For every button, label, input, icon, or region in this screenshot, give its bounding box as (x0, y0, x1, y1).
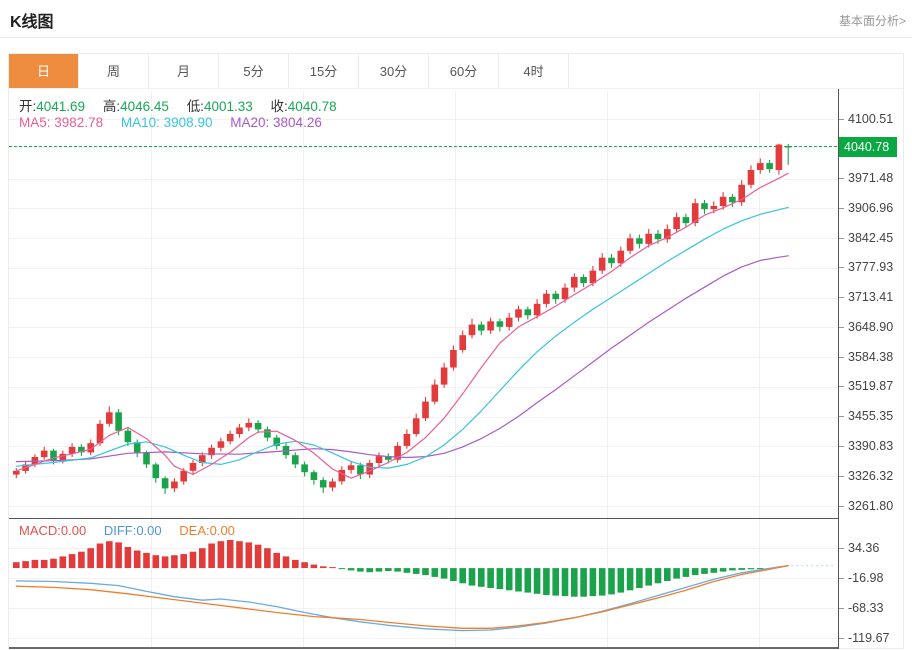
ohlc-high-value: 4046.45 (120, 99, 169, 114)
candles-layer (13, 143, 792, 494)
price-axis-label: 3971.48 (839, 170, 893, 187)
tab-week[interactable]: 周 (79, 54, 149, 88)
price-axis-label: 3584.38 (839, 349, 893, 366)
tab-5min[interactable]: 5分 (219, 54, 289, 88)
ma5-value: 3982.78 (54, 115, 104, 130)
grid-layer (9, 91, 839, 647)
macd-axis-label: -16.98 (839, 570, 883, 587)
title-divider (0, 37, 912, 38)
tab-30min[interactable]: 30分 (359, 54, 429, 88)
ohlc-high-label: 高: (102, 99, 121, 114)
macd-readout: MACD:0.00 DIFF:0.00 DEA:0.00 (19, 523, 249, 538)
price-axis-label: 3648.90 (839, 319, 893, 336)
ohlc-low-value: 4001.33 (203, 99, 253, 114)
period-tabbar: 日 周 月 5分 15分 30分 60分 4时 (9, 54, 903, 89)
macd-histogram-layer (13, 540, 773, 597)
ma10-value: 3908.90 (163, 115, 213, 130)
ma-readout: MA5: 3982.78 MA10: 3908.90 MA20: 3804.26 (19, 115, 336, 130)
price-axis-label: 3261.80 (839, 498, 893, 515)
price-axis-label: 3455.35 (839, 408, 893, 425)
macd-axis-label: -68.33 (839, 600, 883, 617)
chart-panel: 日 周 月 5分 15分 30分 60分 4时 4100.51 4040.78 39… (8, 53, 904, 649)
ma20-value: 3804.26 (273, 115, 322, 130)
price-axis-label: 3390.83 (839, 438, 893, 455)
ohlc-open-label: 开: (19, 99, 37, 114)
ma5-label: MA5: (19, 115, 51, 130)
fundamental-analysis-link[interactable]: 基本面分析> (838, 14, 906, 28)
ma10-label: MA10: (120, 115, 160, 130)
tab-4hour[interactable]: 4时 (499, 54, 569, 88)
ohlc-readout: 开:4041.69 高:4046.45 低:4001.33 收:4040.78 (19, 95, 351, 115)
price-axis: 4100.51 4040.78 3971.48 3906.96 3842.45 3777.… (839, 89, 903, 649)
macd-lines-layer (15, 565, 833, 632)
price-axis-label: 4100.51 (839, 111, 893, 128)
diff-value: 0.00 (136, 523, 162, 538)
price-axis-label: 3713.41 (839, 289, 893, 306)
dea-label: DEA: (179, 523, 210, 538)
macd-axis-label: -119.67 (839, 630, 889, 647)
price-axis-label: 3906.96 (839, 200, 893, 217)
kline-chart (9, 89, 839, 649)
ma20-label: MA20: (230, 115, 270, 130)
tab-15min[interactable]: 15分 (289, 54, 359, 88)
page-title: K线图 (10, 14, 54, 31)
macd-value: 0.00 (60, 523, 87, 538)
tab-60min[interactable]: 60分 (429, 54, 499, 88)
tab-month[interactable]: 月 (149, 54, 219, 88)
chart-area: 4100.51 4040.78 3971.48 3906.96 3842.45 3777.… (9, 89, 903, 649)
current-price-tag: 4040.78 (839, 136, 898, 157)
macd-label: MACD: (19, 523, 61, 538)
price-axis-label: 3777.93 (839, 259, 893, 276)
ohlc-open-value: 4041.69 (36, 99, 86, 114)
ohlc-low-label: 低: (186, 99, 204, 114)
price-axis-label: 3326.32 (839, 468, 893, 485)
price-axis-label: 3842.45 (839, 230, 893, 247)
frame-layer (9, 89, 839, 649)
macd-axis-label: 34.36 (839, 540, 879, 557)
tab-day[interactable]: 日 (9, 54, 79, 88)
dea-value: 0.00 (209, 523, 235, 538)
price-axis-label: 3519.87 (839, 378, 893, 395)
ohlc-close-label: 收: (270, 99, 288, 114)
ohlc-close-value: 4040.78 (287, 99, 337, 114)
diff-label: DIFF: (103, 523, 137, 538)
ma-lines-layer (15, 172, 789, 479)
